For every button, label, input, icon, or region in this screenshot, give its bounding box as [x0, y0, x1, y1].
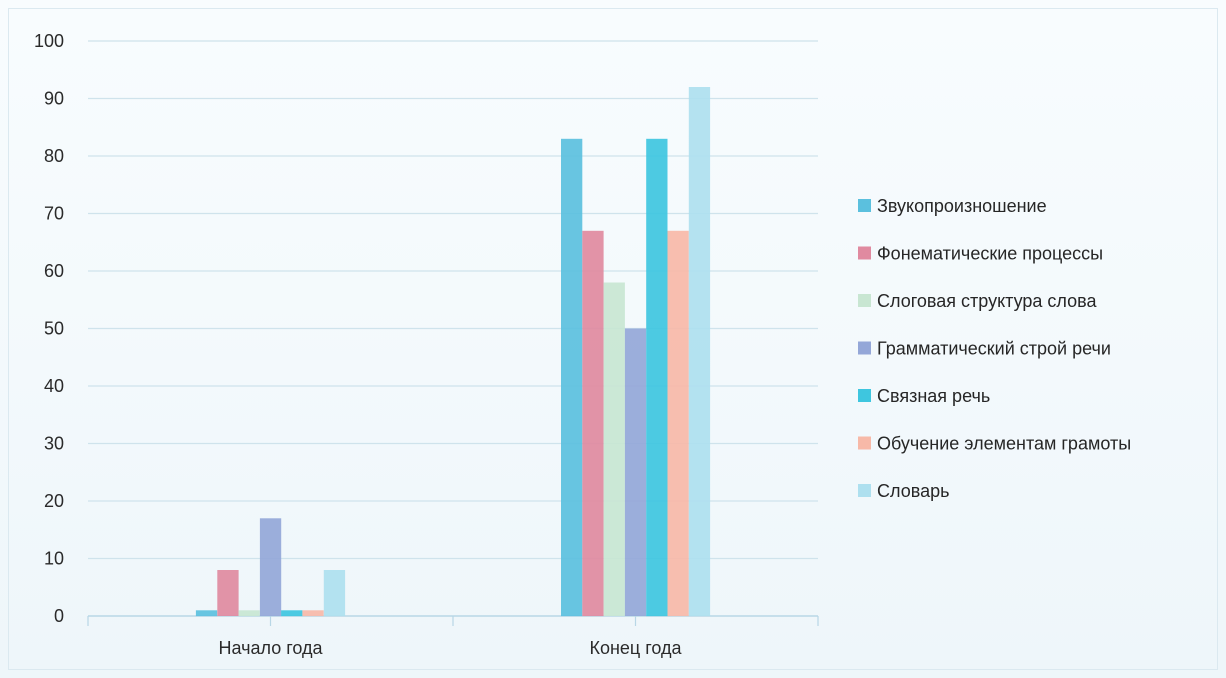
bars	[195, 87, 711, 617]
legend-label: Звукопроизношение	[877, 196, 1047, 216]
legend-label: Грамматический строй речи	[877, 339, 1111, 359]
y-tick-label: 80	[44, 146, 64, 166]
legend-swatch	[858, 199, 871, 212]
legend-label: Фонематические процессы	[877, 244, 1103, 264]
y-tick-label: 30	[44, 434, 64, 454]
legend-swatch	[858, 484, 871, 497]
bar	[259, 518, 282, 617]
legend-swatch	[858, 246, 871, 260]
y-tick-label: 0	[54, 606, 64, 626]
y-tick-label: 70	[44, 204, 64, 224]
y-tick-label: 90	[44, 89, 64, 109]
category-label: Конец года	[589, 638, 682, 658]
bar	[582, 230, 604, 617]
bar	[238, 610, 260, 617]
legend-label: Слоговая структура слова	[877, 291, 1097, 311]
bar	[624, 328, 647, 616]
bar	[281, 610, 303, 617]
legend-swatch	[858, 294, 871, 307]
y-tick-label: 40	[44, 376, 64, 396]
y-tick-label: 100	[34, 31, 64, 51]
bar	[323, 570, 346, 616]
legend-swatch	[858, 436, 871, 450]
legend-label: Словарь	[877, 481, 949, 501]
bar	[195, 610, 218, 617]
legend-label: Обучение элементам грамоты	[877, 434, 1131, 454]
bar	[646, 138, 668, 617]
legend-swatch	[858, 389, 871, 402]
y-tick-label: 60	[44, 261, 64, 281]
legend-swatch	[858, 341, 871, 355]
bar	[561, 138, 583, 617]
axis-labels: 0 10 20 30 40 50 60 70 80 90 100 Начало года Конец г…	[34, 31, 683, 658]
category-label: Начало года	[218, 638, 323, 658]
y-tick-label: 20	[44, 491, 64, 511]
y-tick-label: 50	[44, 319, 64, 339]
legend: Звукопроизношение Фонематические процессы…	[858, 196, 1131, 501]
bar	[217, 570, 239, 616]
axes	[87, 615, 819, 626]
bar	[667, 230, 689, 617]
bar	[603, 282, 625, 616]
y-tick-label: 10	[44, 549, 64, 569]
legend-label: Связная речь	[877, 386, 990, 406]
bar	[302, 610, 324, 617]
bar	[688, 87, 711, 616]
